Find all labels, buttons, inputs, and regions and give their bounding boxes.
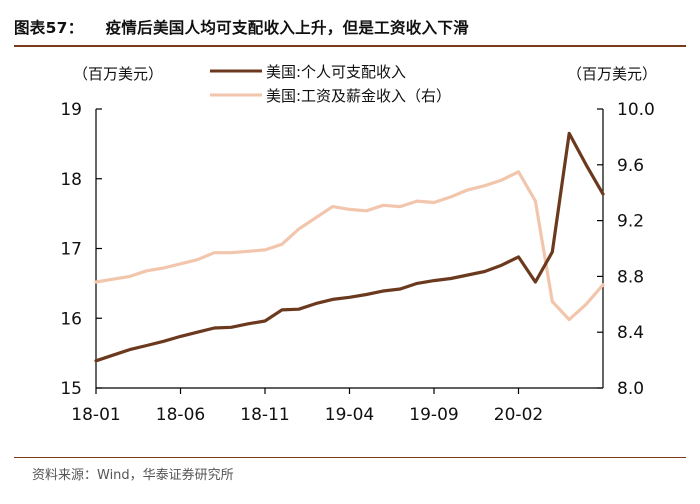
legend-label-disposable-income: 美国:个人可支配收入 [266,63,406,81]
x-tick-label: 19-09 [409,405,458,425]
left-tick-label: 18 [60,170,82,190]
chart-title: 图表57： 疫情后美国人均可支配收入上升，但是工资收入下滑 [14,16,469,38]
x-axis-ticks: 18-01 18-06 18-11 19-04 19-09 20-02 [71,388,543,425]
left-tick-label: 19 [60,100,82,120]
source-note: 资料来源：Wind，华泰证券研究所 [32,468,234,483]
series-line-disposable-income [94,131,605,363]
x-tick-label: 18-01 [71,405,120,425]
title-divider [14,45,686,47]
left-axis-unit: （百万美元） [73,65,163,83]
right-tick-label: 9.2 [617,212,644,232]
legend-label-wages: 美国:工资及薪金收入（右） [266,87,451,105]
figure-title: 疫情后美国人均可支配收入上升，但是工资收入下滑 [105,19,469,37]
left-axis-ticks: 15 16 17 18 19 [60,100,102,399]
x-tick-label: 18-06 [156,405,205,425]
x-tick-label: 18-11 [240,405,289,425]
legend: 美国:个人可支配收入 美国:工资及薪金收入（右） [210,63,451,105]
right-axis-ticks: 8.0 8.4 8.8 9.2 9.6 10.0 [597,100,655,399]
right-tick-label: 9.6 [617,156,644,176]
right-axis-unit: （百万美元） [567,65,657,83]
x-tick-label: 20-02 [494,405,543,425]
right-tick-label: 10.0 [617,100,655,120]
right-tick-label: 8.4 [617,323,644,343]
source-divider [14,457,686,458]
x-tick-label: 19-04 [325,405,374,425]
line-chart: （百万美元） （百万美元） 美国:个人可支配收入 美国:工资及薪金收入（右） 1… [60,63,657,425]
left-tick-label: 15 [60,379,82,399]
left-tick-label: 16 [60,309,82,329]
right-tick-label: 8.0 [617,379,644,399]
left-tick-label: 17 [60,240,82,260]
figure-label: 图表57： [14,19,84,37]
series-line-wages [94,170,605,322]
right-tick-label: 8.8 [617,267,644,287]
